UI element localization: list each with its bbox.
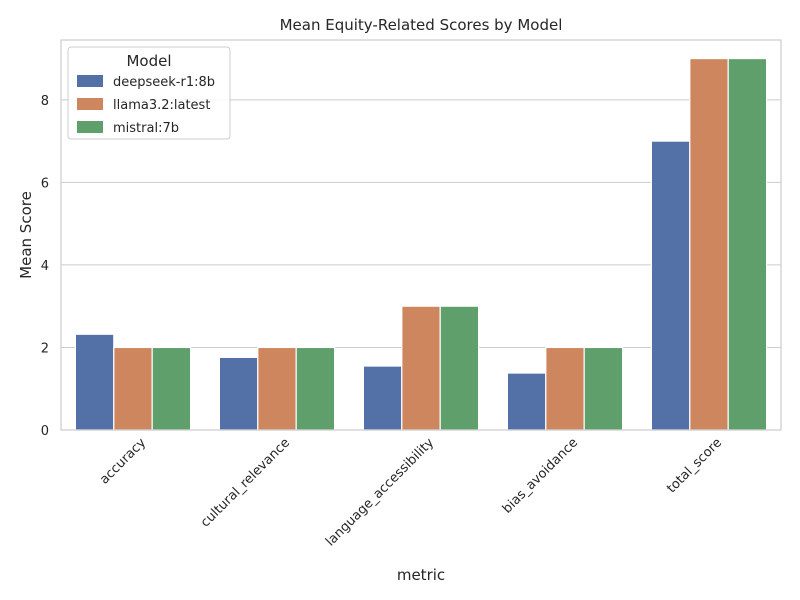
legend-swatch	[77, 98, 103, 110]
legend-title: Model	[126, 52, 171, 70]
legend-label: llama3.2:latest	[113, 98, 210, 113]
y-axis-label: Mean Score	[17, 191, 35, 279]
chart-title: Mean Equity-Related Scores by Model	[280, 16, 563, 34]
bar-mistral-7b-total-score	[727, 57, 768, 431]
plot-frame	[60, 39, 782, 431]
bar-deepseek-r1-8b-bias-avoidance	[506, 372, 547, 431]
legend-label: mistral:7b	[113, 121, 179, 136]
bar-mistral-7b-bias-avoidance	[583, 346, 624, 431]
legend-swatch	[77, 75, 103, 87]
bar-llama3-2-latest-language-accessibility	[401, 305, 441, 431]
bar-llama3-2-latest-accuracy	[113, 346, 153, 431]
bar-deepseek-r1-8b-language-accessibility	[362, 365, 403, 431]
y-tick-label: 4	[41, 259, 49, 274]
bar-llama3-2-latest-total-score	[689, 57, 729, 431]
legend: Model deepseek-r1:8b llama3.2:latest mistr…	[67, 46, 231, 140]
bar-deepseek-r1-8b-accuracy	[74, 333, 115, 431]
bar-mistral-7b-language-accessibility	[439, 305, 480, 431]
bar-deepseek-r1-8b-total-score	[650, 140, 691, 431]
y-tick-label: 2	[41, 341, 49, 356]
y-tick-label: 6	[41, 176, 49, 191]
legend-label: deepseek-r1:8b	[113, 75, 215, 90]
bar-llama3-2-latest-bias-avoidance	[545, 346, 585, 431]
bar-llama3-2-latest-cultural-relevance	[257, 346, 297, 431]
y-tick-label: 8	[41, 94, 49, 109]
y-tick-label: 0	[41, 424, 49, 439]
x-axis-label: metric	[397, 566, 445, 584]
bars	[74, 57, 768, 431]
bar-mistral-7b-cultural-relevance	[295, 346, 336, 431]
legend-swatch	[77, 121, 103, 133]
bar-deepseek-r1-8b-cultural-relevance	[218, 356, 259, 431]
bar-mistral-7b-accuracy	[151, 346, 192, 431]
legend-box	[67, 46, 231, 140]
y-tick-labels: 0 2 4 6 8	[41, 94, 49, 439]
